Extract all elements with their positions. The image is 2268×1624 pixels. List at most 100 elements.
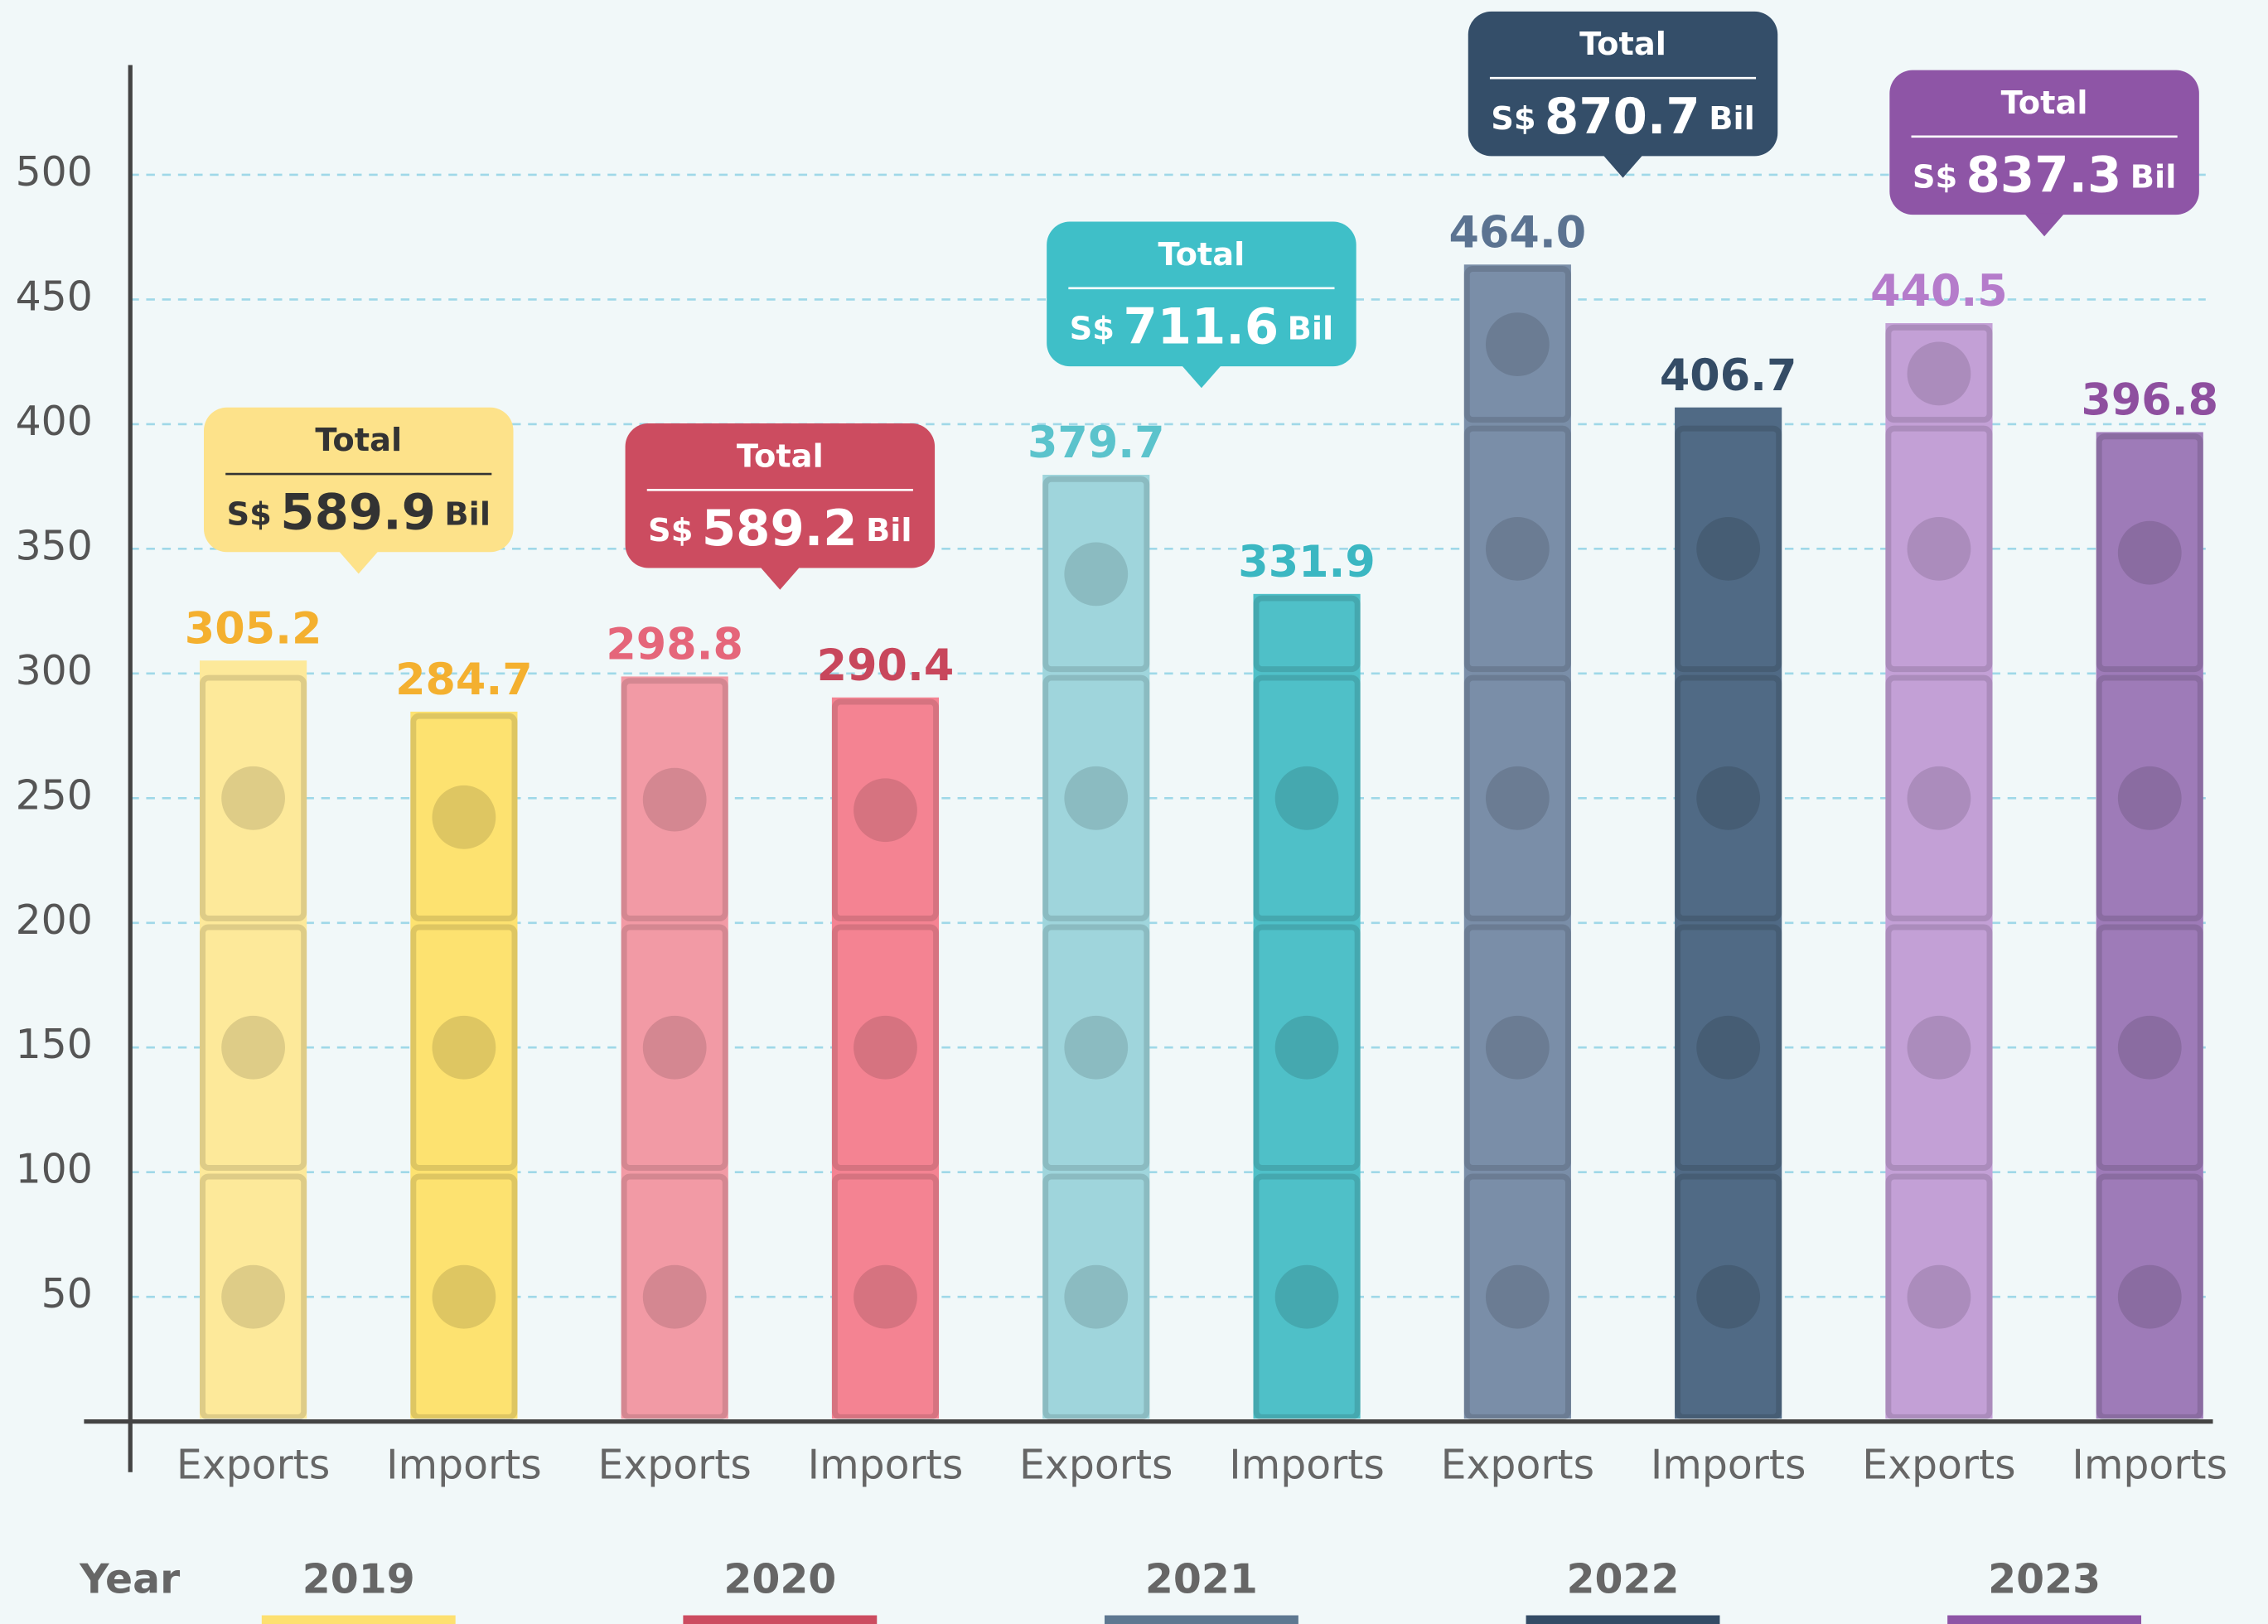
y-tick-label: 350	[16, 522, 93, 569]
banknote	[1885, 324, 1993, 423]
tooltip-currency: S$	[1913, 158, 1957, 196]
year-underline	[1104, 1615, 1298, 1624]
tooltip-unit: Bil	[1288, 310, 1334, 347]
value-label: 284.7	[395, 655, 533, 705]
x-tick-label: Imports	[386, 1442, 542, 1489]
tooltip-total: S$ 837.3 Bil	[1913, 147, 2177, 204]
banknote-emblem	[1485, 1015, 1550, 1080]
banknote	[2096, 674, 2203, 922]
year-label: 2019	[302, 1555, 415, 1602]
value-label: 440.5	[1870, 266, 2008, 317]
year-label: 2022	[1567, 1555, 1680, 1602]
bar	[200, 660, 307, 1419]
year-label: 2020	[723, 1555, 836, 1602]
value-label: 331.9	[1238, 537, 1376, 587]
banknote	[200, 924, 307, 1171]
y-tick-label: 250	[16, 771, 93, 819]
banknote	[1253, 674, 1361, 922]
banknote-emblem	[1696, 766, 1761, 830]
banknote	[621, 678, 728, 922]
banknote-emblem	[432, 785, 496, 849]
tooltip-currency: S$	[1070, 310, 1115, 347]
tooltip-total: S$ 589.9 Bil	[226, 484, 491, 541]
banknote	[1463, 674, 1571, 922]
tooltip-pointer	[338, 550, 380, 574]
banknote-emblem	[1907, 766, 1971, 830]
tooltip-value: 589.9	[280, 484, 436, 541]
banknote-emblem	[221, 1015, 285, 1080]
banknote-emblem	[2117, 766, 2182, 830]
tooltip-unit: Bil	[444, 495, 491, 533]
banknote	[410, 924, 518, 1171]
x-tick-label: Exports	[177, 1442, 330, 1489]
banknote	[2096, 1173, 2203, 1420]
banknote	[1885, 425, 1993, 673]
tooltip-currency: S$	[648, 511, 693, 549]
y-tick-label: 50	[41, 1270, 93, 1317]
banknote	[1463, 1173, 1571, 1420]
banknote	[1042, 476, 1150, 673]
total-tooltip	[625, 423, 936, 568]
bar	[831, 697, 940, 1419]
banknote-emblem	[1274, 1015, 1339, 1080]
y-tick-label: 500	[16, 148, 93, 196]
tooltip-unit: Bil	[2130, 158, 2177, 196]
banknote-emblem	[1064, 766, 1129, 830]
banknote	[1675, 924, 1782, 1171]
bar	[2096, 432, 2203, 1419]
tooltip-title: Total	[1158, 236, 1245, 273]
banknote-emblem	[1274, 1264, 1339, 1329]
banknote	[1675, 1173, 1782, 1420]
tooltip-title: Total	[315, 422, 402, 459]
tooltip-title: Total	[737, 437, 824, 475]
year-label: 2021	[1145, 1555, 1258, 1602]
bar	[1463, 264, 1571, 1419]
banknote-emblem	[221, 766, 285, 830]
banknote-emblem	[1064, 1264, 1129, 1329]
banknote	[1885, 1173, 1993, 1420]
banknote-emblem	[221, 1264, 285, 1329]
x-tick-label: Exports	[1441, 1442, 1594, 1489]
value-label: 406.7	[1660, 350, 1797, 401]
banknote	[2096, 924, 2203, 1171]
y-tick-label: 200	[16, 897, 93, 944]
banknote-emblem	[1907, 1015, 1971, 1080]
banknote	[1463, 266, 1571, 423]
banknote-emblem	[1485, 1264, 1550, 1329]
banknote	[200, 674, 307, 922]
x-title: Year	[79, 1555, 180, 1602]
banknote-emblem	[1485, 766, 1550, 830]
y-tick-label: 400	[16, 398, 93, 445]
banknote-emblem	[2117, 520, 2182, 585]
banknote-emblem	[432, 1015, 496, 1080]
banknote	[1675, 674, 1782, 922]
bar	[410, 711, 518, 1419]
x-tick-label: Imports	[1229, 1442, 1385, 1489]
y-tick-label: 100	[16, 1146, 93, 1193]
y-tick-label: 300	[16, 647, 93, 694]
banknote	[621, 924, 728, 1171]
value-label: 396.8	[2081, 375, 2218, 426]
banknote-emblem	[1064, 1015, 1129, 1080]
bar	[1885, 323, 1993, 1419]
tooltip-pointer	[1181, 365, 1222, 389]
banknote-emblem	[642, 1264, 707, 1329]
banknote-emblem	[1696, 1015, 1761, 1080]
banknote-emblem	[432, 1264, 496, 1329]
y-tick-label: 450	[16, 273, 93, 320]
value-label: 464.0	[1449, 207, 1587, 258]
banknote	[1253, 595, 1361, 673]
tooltip-unit: Bil	[1709, 99, 1755, 137]
bar	[1253, 593, 1361, 1419]
banknote-emblem	[1907, 1264, 1971, 1329]
tooltip-value: 589.2	[702, 500, 858, 557]
banknote	[831, 1173, 940, 1420]
year-underline	[261, 1615, 456, 1624]
banknote	[1042, 1173, 1150, 1420]
banknote	[1885, 674, 1993, 922]
banknote-emblem	[854, 1264, 917, 1329]
tooltip-value: 870.7	[1545, 88, 1700, 145]
value-label: 305.2	[185, 603, 322, 654]
banknote-emblem	[1907, 516, 1971, 581]
